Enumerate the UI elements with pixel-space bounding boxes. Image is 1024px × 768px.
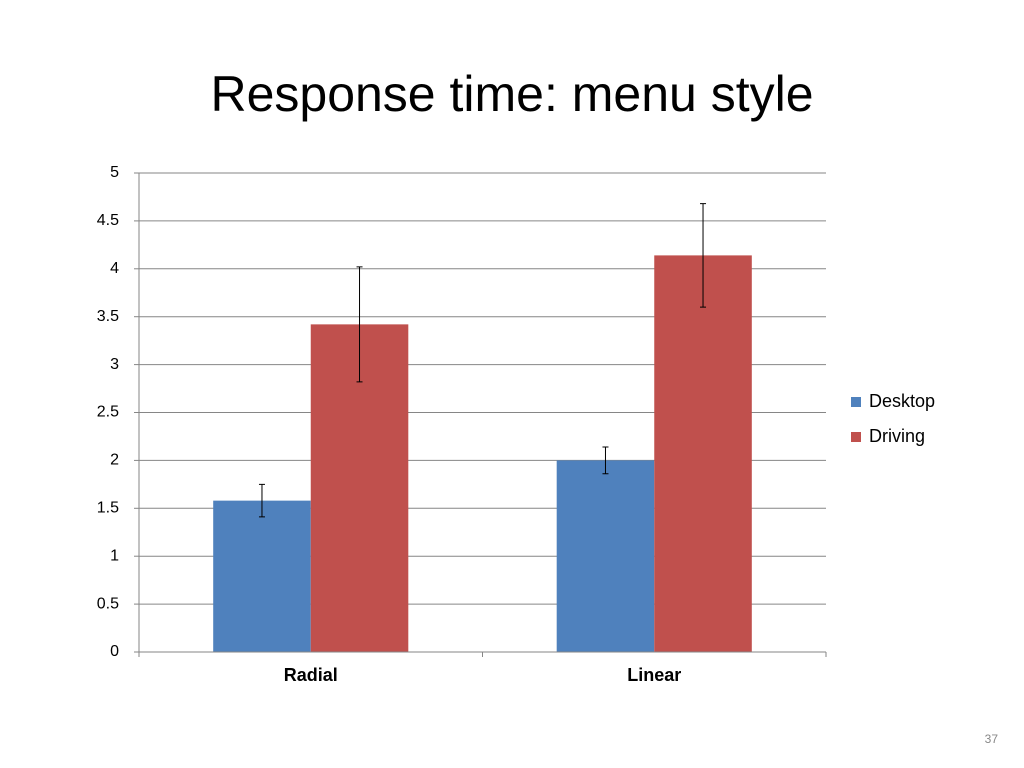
x-tick-label: Radial bbox=[284, 665, 338, 685]
y-tick-label: 3 bbox=[110, 356, 119, 373]
chart-title: Response time: menu style bbox=[210, 66, 813, 122]
slide-number: 37 bbox=[985, 732, 999, 746]
legend-swatch bbox=[851, 432, 861, 442]
legend-label: Driving bbox=[869, 426, 925, 446]
legend-swatch bbox=[851, 397, 861, 407]
bar bbox=[654, 255, 752, 652]
bar bbox=[213, 500, 311, 652]
error-bar bbox=[356, 266, 363, 383]
error-bar bbox=[258, 483, 265, 518]
y-tick-label: 1 bbox=[110, 547, 119, 564]
y-tick-label: 3.5 bbox=[97, 308, 119, 325]
y-tick-label: 0 bbox=[110, 643, 119, 660]
y-tick-label: 2.5 bbox=[97, 404, 119, 421]
error-bar bbox=[602, 446, 609, 475]
bar bbox=[556, 460, 655, 652]
y-tick-label: 1.5 bbox=[97, 500, 119, 517]
y-tick-label: 4.5 bbox=[97, 212, 119, 229]
y-tick-label: 0.5 bbox=[97, 595, 119, 612]
y-tick-label: 5 bbox=[110, 164, 119, 181]
error-bar bbox=[700, 203, 707, 308]
y-tick-label: 4 bbox=[110, 260, 119, 277]
y-tick-label: 2 bbox=[110, 452, 119, 469]
x-tick-label: Linear bbox=[627, 665, 681, 685]
legend-label: Desktop bbox=[869, 391, 935, 411]
